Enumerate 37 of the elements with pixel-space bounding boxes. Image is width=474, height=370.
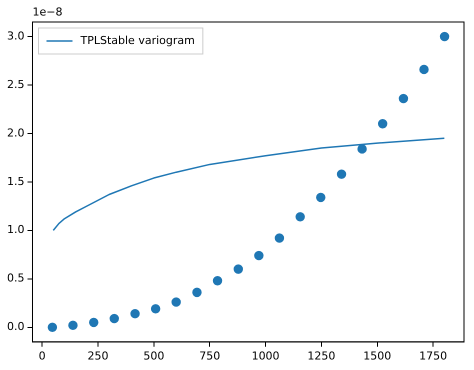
y-tick-label: 0.0 xyxy=(6,320,24,334)
text: 1e−8 xyxy=(32,5,62,18)
y-tick-label: 2.5 xyxy=(6,78,24,91)
x-tick-label: 500 xyxy=(143,349,164,362)
point xyxy=(274,233,284,243)
point xyxy=(150,304,160,314)
x-tick-label: 0 xyxy=(38,349,46,362)
y-tick-label: 0.5 xyxy=(6,272,24,285)
point xyxy=(68,320,78,330)
point xyxy=(419,64,429,74)
point xyxy=(130,308,140,318)
point xyxy=(336,169,346,179)
point xyxy=(398,94,408,104)
x-tick-label: 1000 xyxy=(252,349,280,362)
point xyxy=(254,250,264,260)
y-tick-label: 1.0 xyxy=(6,223,24,236)
point xyxy=(48,322,58,332)
point xyxy=(110,314,119,324)
legend-label: TPLStable variogram xyxy=(79,34,195,47)
x-tick-label: 1750 xyxy=(419,349,448,362)
point xyxy=(316,192,326,202)
point xyxy=(440,32,450,42)
point xyxy=(296,212,305,222)
y-tick-label: 3.0 xyxy=(6,29,24,42)
point xyxy=(234,264,244,274)
y-tick-label: 1.5 xyxy=(6,174,24,188)
x-tick-label: 1250 xyxy=(307,349,336,362)
x-tick-label: 250 xyxy=(87,349,108,362)
x-tick-label: 1500 xyxy=(363,349,392,362)
point xyxy=(378,119,388,128)
point xyxy=(171,297,181,307)
point xyxy=(357,144,367,154)
point xyxy=(212,276,222,286)
y-tick-label: 2.0 xyxy=(6,126,24,140)
point xyxy=(192,288,202,298)
x-tick-label: 750 xyxy=(199,349,220,362)
point xyxy=(89,318,98,328)
